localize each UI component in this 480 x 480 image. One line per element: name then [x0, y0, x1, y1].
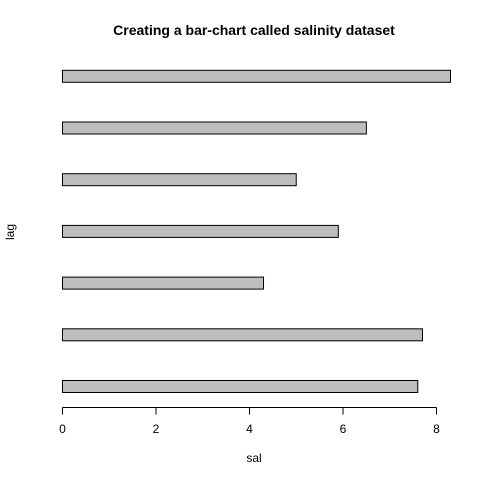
x-tick-label: 8 — [433, 422, 440, 436]
bar-1 — [62, 380, 419, 393]
bar-3 — [62, 276, 265, 290]
x-tick-label: 0 — [59, 422, 66, 436]
x-axis-label: sal — [246, 451, 261, 465]
x-axis: 0 2 4 6 8 — [59, 407, 440, 436]
bar-5 — [62, 173, 297, 187]
y-axis-label: lag — [3, 224, 17, 240]
chart-title: Creating a bar-chart called salinity dat… — [113, 22, 395, 38]
bars-group — [62, 69, 451, 393]
x-tick-label: 6 — [340, 422, 347, 436]
bar-4 — [62, 224, 339, 238]
x-tick-label: 2 — [153, 422, 160, 436]
bar-7 — [62, 69, 451, 83]
bar-6 — [62, 121, 367, 135]
bar-2 — [62, 328, 423, 342]
x-tick-label: 4 — [246, 422, 253, 436]
